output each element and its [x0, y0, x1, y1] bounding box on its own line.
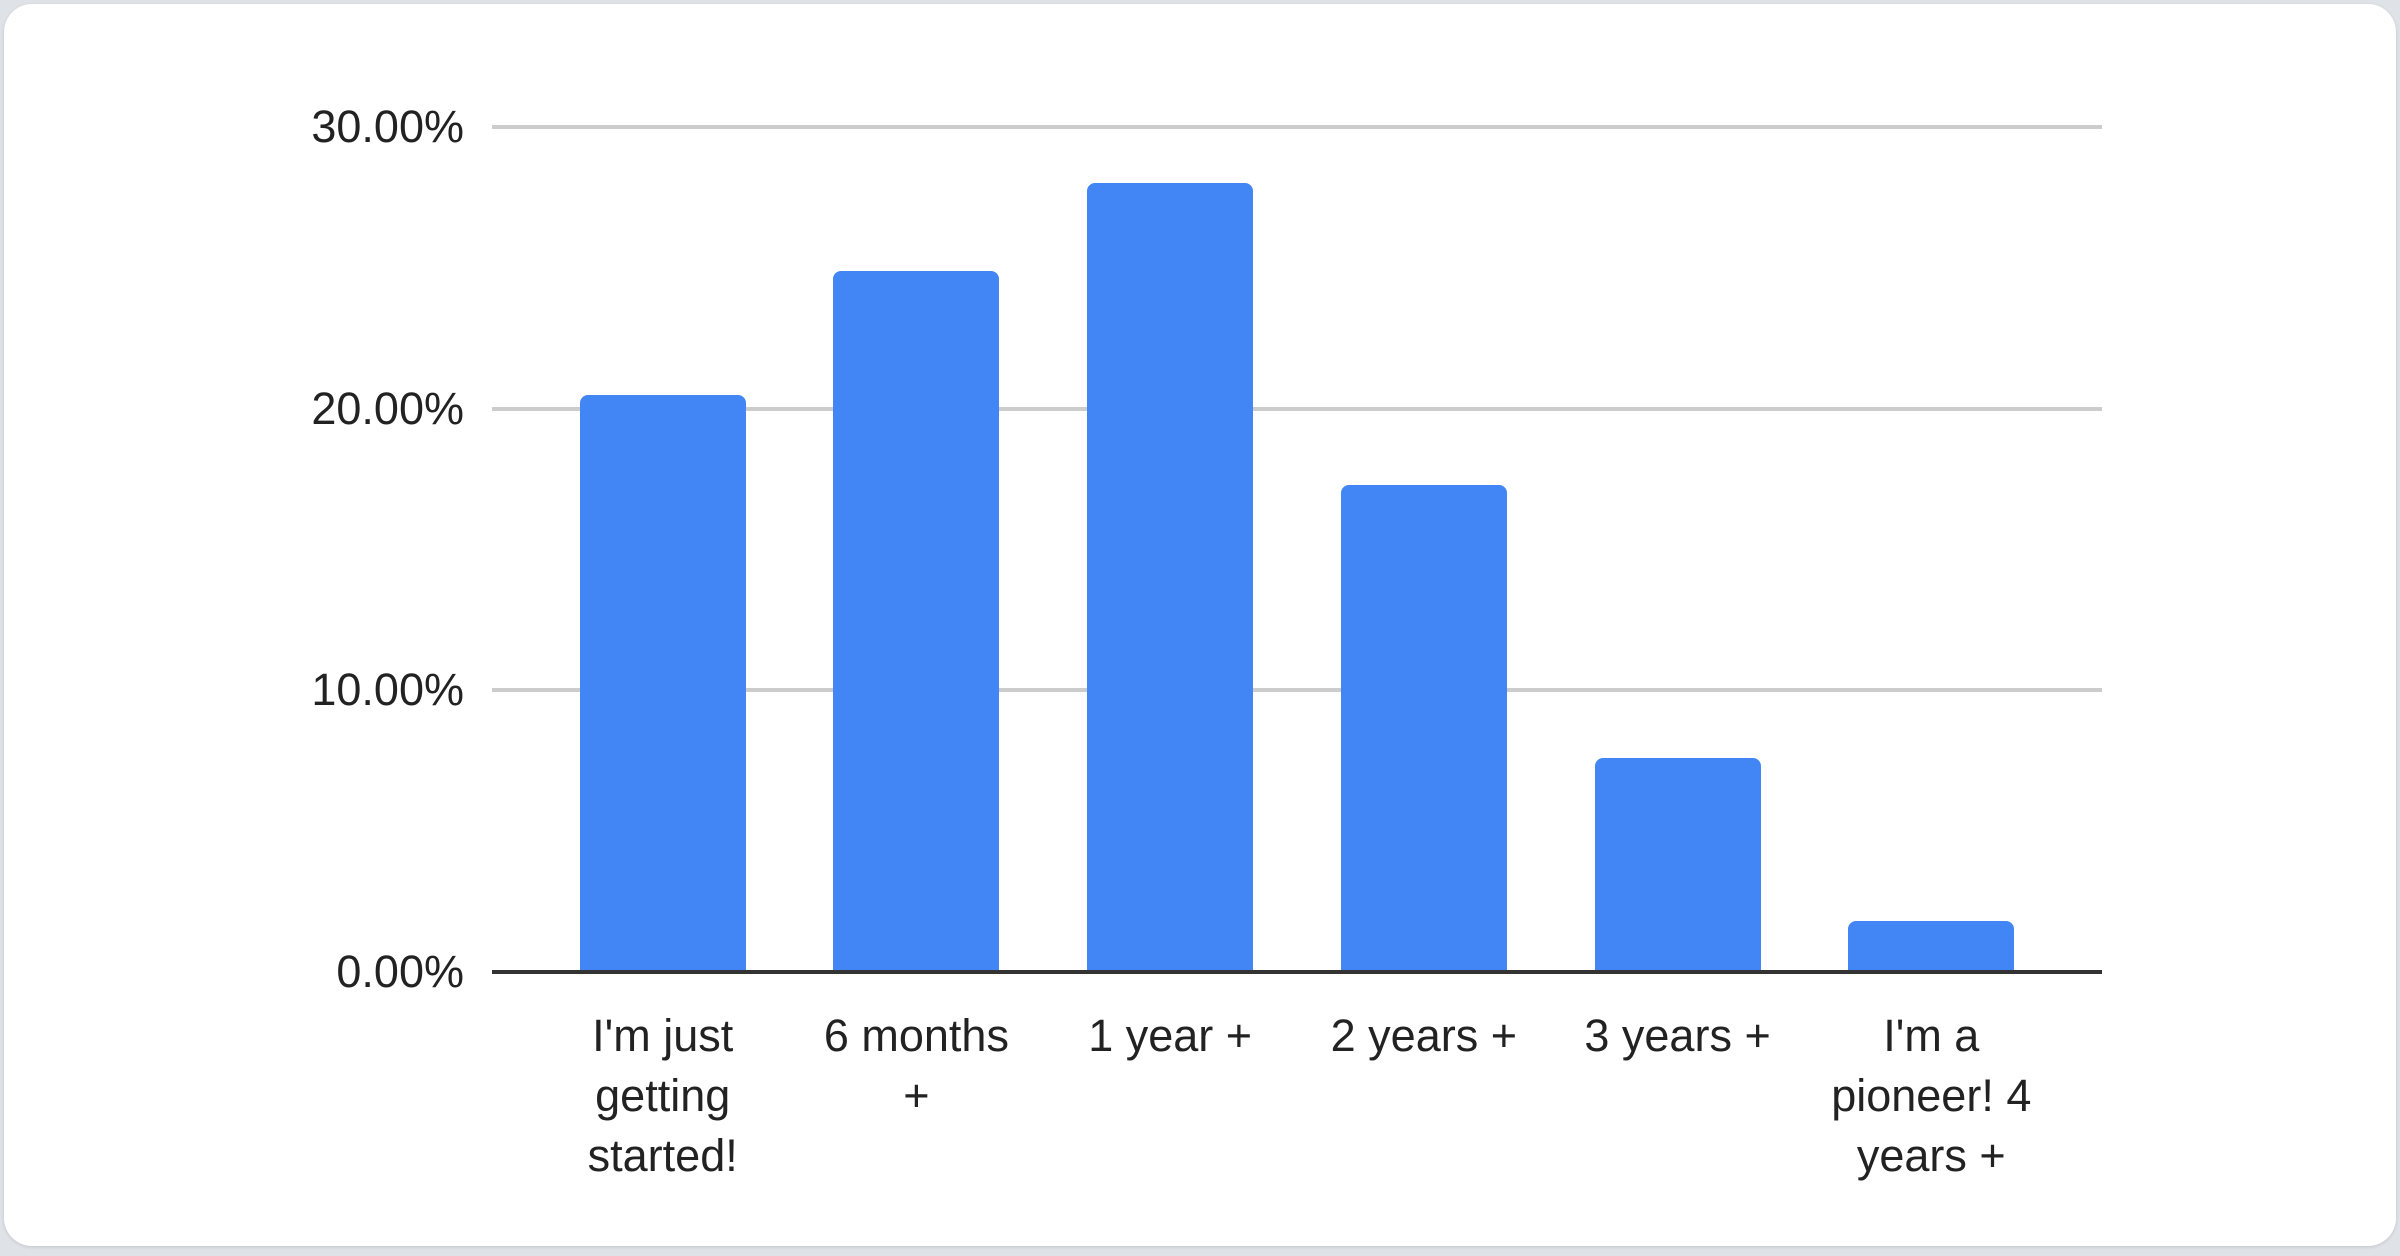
bar-1	[833, 270, 1000, 972]
x-axis-label-1: 6 months +	[823, 1010, 1009, 1121]
gridline-20	[492, 406, 2102, 411]
x-axis-label-4: 3 years +	[1584, 1010, 1771, 1061]
chart-card: 0.00% 10.00% 20.00% 30.00% I'm just getting…	[4, 4, 2396, 1246]
y-tick-label-0: 0.00%	[336, 946, 464, 997]
bar-3	[1340, 484, 1507, 972]
y-tick-label-30: 30.00%	[311, 101, 464, 152]
y-tick-label-20: 20.00%	[311, 382, 464, 434]
x-axis-label-3: 2 years +	[1330, 1010, 1518, 1061]
x-axis-label-0: I'm just getting started!	[587, 1010, 738, 1181]
bar-4	[1594, 757, 1761, 972]
gridline-10	[492, 688, 2102, 693]
x-axis-line	[492, 970, 2102, 974]
y-tick-label-10: 10.00%	[311, 664, 464, 716]
x-axis-label-5: I'm a pioneer! 4 years +	[1831, 1010, 2032, 1181]
gridline-30	[492, 125, 2102, 129]
bar-2	[1087, 183, 1254, 972]
bar-chart: 0.00% 10.00% 20.00% 30.00% I'm just getting…	[4, 4, 2396, 1246]
x-axis-label-2: 1 year +	[1088, 1010, 1253, 1061]
bar-5	[1848, 921, 2015, 972]
bar-0	[579, 394, 746, 972]
